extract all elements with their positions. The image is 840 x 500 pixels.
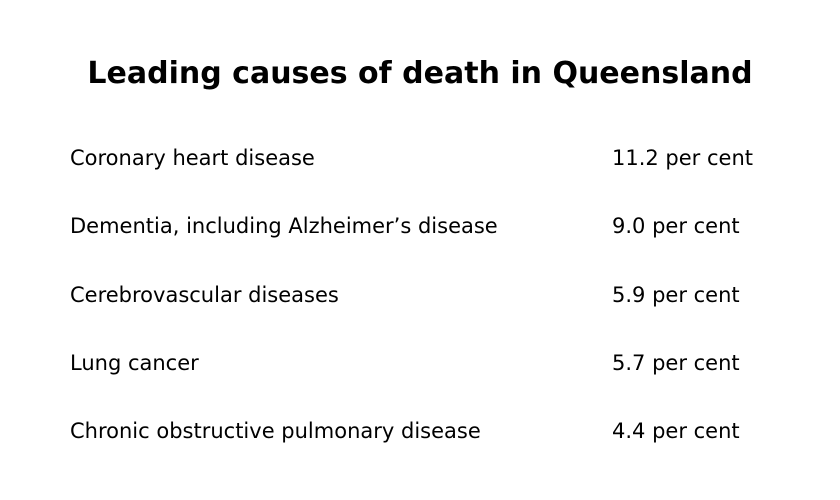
list-item: Dementia, including Alzheimer’s disease … bbox=[70, 208, 770, 276]
cause-label: Cerebrovascular diseases bbox=[70, 282, 339, 307]
causes-list: Coronary heart disease 11.2 per cent Dem… bbox=[70, 140, 770, 481]
cause-percentage: 9.0 per cent bbox=[612, 214, 740, 239]
list-item: Coronary heart disease 11.2 per cent bbox=[70, 140, 770, 208]
cause-percentage: 4.4 per cent bbox=[612, 419, 740, 444]
cause-label: Lung cancer bbox=[70, 350, 199, 375]
list-item: Chronic obstructive pulmonary disease 4.… bbox=[70, 413, 770, 481]
cause-percentage: 5.7 per cent bbox=[612, 350, 740, 375]
list-item: Cerebrovascular diseases 5.9 per cent bbox=[70, 277, 770, 345]
cause-label: Chronic obstructive pulmonary disease bbox=[70, 419, 481, 444]
cause-percentage: 11.2 per cent bbox=[612, 146, 754, 170]
cause-label: Coronary heart disease bbox=[70, 146, 315, 170]
list-item: Lung cancer 5.7 per cent bbox=[70, 345, 770, 413]
cause-percentage: 5.9 per cent bbox=[612, 282, 740, 307]
cause-label: Dementia, including Alzheimer’s disease bbox=[70, 214, 498, 239]
page-title: Leading causes of death in Queensland bbox=[87, 56, 753, 91]
